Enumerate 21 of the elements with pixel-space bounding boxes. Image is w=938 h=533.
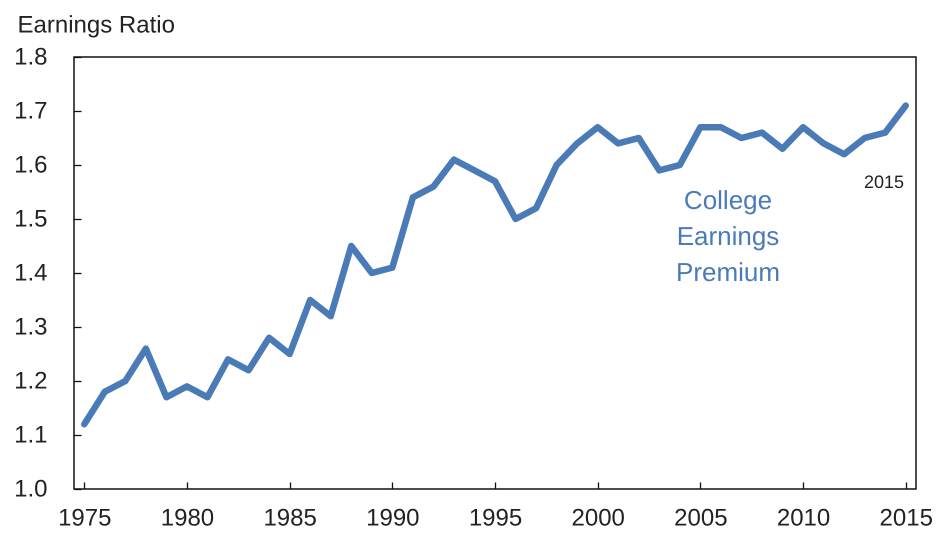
x-tick-label: 1975	[58, 504, 112, 532]
y-tick-label: 1.8	[14, 44, 48, 70]
x-tick-label: 2005	[674, 504, 728, 532]
x-tick-label: 2010	[776, 504, 830, 532]
y-tick-label: 1.0	[14, 476, 48, 502]
x-tick-label: 1985	[263, 504, 317, 532]
x-tick-label: 2015	[880, 504, 933, 532]
x-tick-label: 2000	[571, 504, 625, 532]
x-tick-label: 1995	[468, 504, 522, 532]
x-tick-label: 1980	[160, 504, 214, 532]
y-tick-label: 1.4	[14, 260, 48, 286]
y-axis-title: Earnings Ratio	[18, 12, 175, 38]
series-label: College Earnings Premium	[676, 185, 780, 287]
y-tick-label: 1.3	[14, 314, 48, 340]
y-tick-label: 1.5	[14, 206, 48, 232]
y-tick-label: 1.6	[14, 152, 48, 178]
x-tick-label: 1990	[366, 504, 420, 532]
y-tick-label: 1.7	[14, 98, 48, 124]
y-tick-label: 1.1	[14, 422, 48, 448]
annotation: 2015	[864, 172, 904, 192]
y-tick-label: 1.2	[14, 368, 48, 394]
